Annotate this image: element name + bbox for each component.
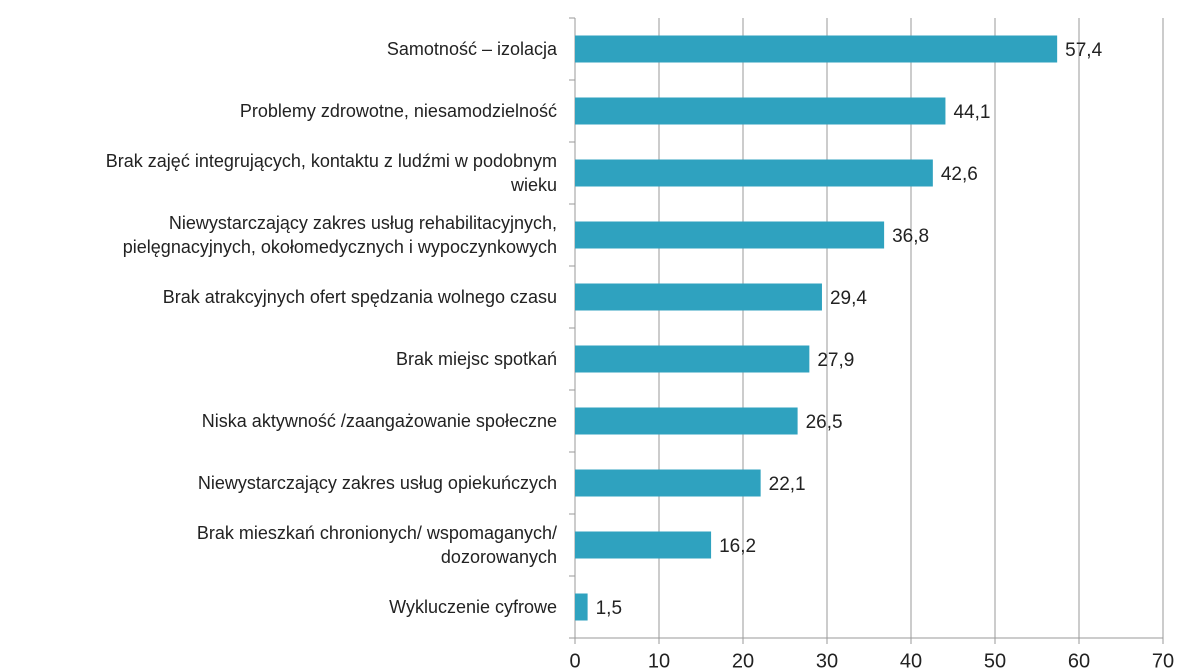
value-label: 26,5 xyxy=(806,412,843,433)
bar xyxy=(575,593,588,621)
x-tick-label: 60 xyxy=(1068,650,1090,671)
category-label: Brak miejsc spotkań xyxy=(395,349,557,369)
x-tick-label: 0 xyxy=(569,650,580,671)
category-label: Niewystarczający zakres usług rehabilita… xyxy=(122,213,557,257)
category-label: Brak mieszkań chronionych/ wspomaganych/… xyxy=(196,523,557,567)
value-label: 44,1 xyxy=(953,102,990,123)
value-label: 22,1 xyxy=(769,474,806,495)
value-label: 29,4 xyxy=(830,288,867,309)
category-label: Samotność – izolacja xyxy=(386,39,557,59)
value-label: 1,5 xyxy=(596,598,622,619)
value-label: 36,8 xyxy=(892,226,929,247)
category-label: Problemy zdrowotne, niesamodzielność xyxy=(239,101,557,121)
x-tick-label: 20 xyxy=(732,650,754,671)
bar xyxy=(575,469,761,497)
value-label: 27,9 xyxy=(817,350,854,371)
category-label: Brak atrakcyjnych ofert spędzania wolneg… xyxy=(162,287,557,307)
x-tick-label: 40 xyxy=(900,650,922,671)
category-label: Niska aktywność /zaangażowanie społeczne xyxy=(201,411,557,431)
value-label: 16,2 xyxy=(719,536,756,557)
bar xyxy=(575,283,822,311)
bar xyxy=(575,221,885,249)
x-tick-label: 70 xyxy=(1152,650,1174,671)
value-label: 57,4 xyxy=(1065,40,1102,61)
category-label: Wykluczenie cyfrowe xyxy=(389,597,557,617)
bar xyxy=(575,35,1058,63)
category-label: Niewystarczający zakres usług opiekuńczy… xyxy=(197,473,557,493)
value-label: 42,6 xyxy=(941,164,978,185)
category-label: Brak zajęć integrujących, kontaktu z lud… xyxy=(105,151,557,195)
x-tick-label: 30 xyxy=(816,650,838,671)
x-tick-label: 50 xyxy=(984,650,1006,671)
bar xyxy=(575,407,798,435)
bar xyxy=(575,531,712,559)
x-tick-label: 10 xyxy=(648,650,670,671)
bar xyxy=(575,345,810,373)
bar xyxy=(575,159,933,187)
bar xyxy=(575,97,946,125)
